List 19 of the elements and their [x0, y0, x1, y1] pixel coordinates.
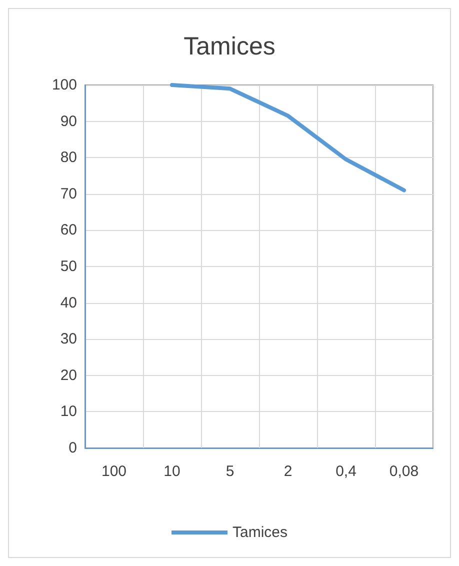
y-tick-label: 20 [60, 366, 77, 384]
x-tick-label: 2 [284, 463, 292, 480]
legend-label: Tamices [232, 524, 288, 541]
y-tick-label: 100 [52, 76, 77, 94]
y-tick-label: 90 [60, 112, 77, 130]
x-tick-label: 0,08 [389, 463, 419, 480]
y-tick-label: 70 [60, 185, 77, 202]
y-tick-label: 80 [60, 149, 77, 166]
x-tick-label: 0,4 [336, 463, 356, 480]
y-tick-label: 30 [60, 330, 77, 348]
x-tick-label: 100 [101, 463, 127, 480]
x-tick-label: 10 [164, 463, 180, 480]
x-tick-label: 5 [226, 463, 234, 480]
chart-title: Tamices [184, 32, 276, 60]
y-tick-label: 60 [60, 222, 77, 239]
y-tick-label: 0 [68, 440, 77, 456]
y-tick-label: 40 [60, 294, 77, 312]
y-tick-label: 10 [60, 403, 77, 420]
y-tick-label: 50 [60, 258, 77, 275]
